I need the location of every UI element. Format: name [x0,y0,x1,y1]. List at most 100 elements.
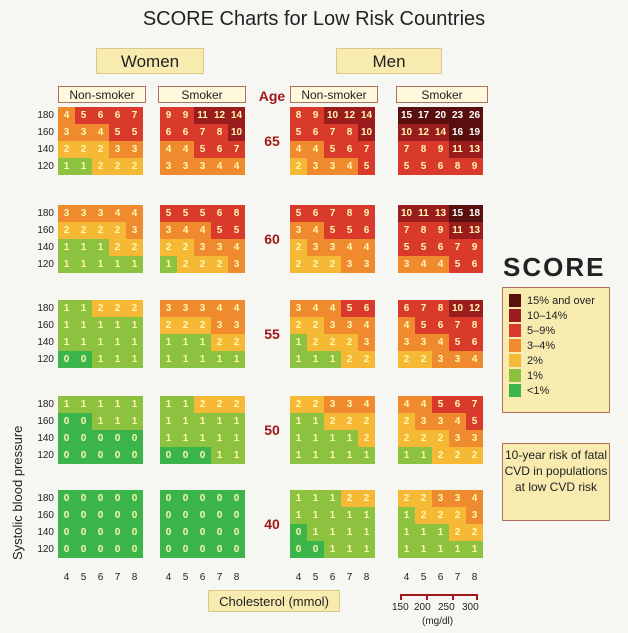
risk-cell: 4 [92,124,109,141]
risk-cell: 2 [466,447,483,464]
col-header-men-nonsmoker: Non-smoker [290,86,378,103]
risk-cell: 4 [228,158,245,175]
risk-cell: 2 [449,507,466,524]
risk-cell: 9 [307,107,324,124]
risk-cell: 6 [358,300,375,317]
mgdl-axis: 150 200 250 300 (mg/dl) [392,590,488,630]
risk-cell: 3 [324,158,341,175]
risk-cell: 3 [75,205,92,222]
risk-cell: 3 [449,490,466,507]
risk-cell: 0 [75,524,92,541]
risk-cell: 0 [75,430,92,447]
risk-cell: 3 [290,300,307,317]
risk-grid: 15 17 20 23 26 10 12 14 16 19 7 8 9 11 13 5 5 6 8 9 [398,107,483,175]
risk-cell: 0 [75,351,92,368]
risk-cell: 1 [290,507,307,524]
risk-cell: 1 [307,490,324,507]
risk-cell: 1 [415,524,432,541]
sbp-tick-label: 140 [37,337,54,348]
risk-cell: 2 [341,334,358,351]
risk-cell: 4 [358,396,375,413]
risk-cell: 8 [466,317,483,334]
risk-cell: 6 [177,124,194,141]
risk-cell: 1 [324,490,341,507]
risk-cell: 1 [228,351,245,368]
risk-cell: 2 [324,413,341,430]
risk-cell: 0 [194,524,211,541]
risk-grid: 6 7 8 10 12 4 5 6 7 8 3 3 4 5 6 2 2 3 3 4 [398,300,483,368]
risk-cell: 5 [398,239,415,256]
risk-cell: 15 [398,107,415,124]
risk-cell: 3 [211,317,228,334]
sbp-tick-label: 140 [37,527,54,538]
legend-rows: 15% and over 10–14% 5–9% 3–4% 2% 1% <1% [509,293,609,398]
cholesterol-tick-label: 6 [97,572,104,583]
risk-cell: 0 [58,447,75,464]
risk-cell: 0 [75,507,92,524]
risk-cell: 1 [177,351,194,368]
age-label: 55 [264,326,280,342]
risk-cell: 1 [92,317,109,334]
risk-cell: 0 [109,524,126,541]
risk-cell: 1 [177,334,194,351]
risk-cell: 0 [126,507,143,524]
risk-cell: 2 [341,413,358,430]
risk-cell: 1 [307,351,324,368]
risk-cell: 0 [109,430,126,447]
risk-cell: 2 [290,317,307,334]
risk-cell: 1 [109,256,126,273]
legend-swatch [509,384,521,397]
risk-cell: 0 [58,490,75,507]
risk-cell: 0 [211,541,228,558]
sbp-tick-label: 120 [37,354,54,365]
sbp-tick-label: 120 [37,259,54,270]
risk-cell: 3 [194,300,211,317]
risk-cell: 0 [177,541,194,558]
risk-cell: 1 [109,413,126,430]
risk-cell: 2 [358,490,375,507]
risk-cell: 0 [58,524,75,541]
risk-cell: 6 [358,222,375,239]
sbp-tick-label: 160 [37,127,54,138]
risk-cell: 0 [58,507,75,524]
risk-cell: 1 [228,447,245,464]
cholesterol-tick-label: 7 [346,572,353,583]
risk-grid: 8 9 10 12 14 5 6 7 8 10 4 4 5 6 7 2 3 3 4 5 [290,107,375,175]
risk-cell: 0 [58,430,75,447]
risk-cell: 1 [177,413,194,430]
risk-cell: 1 [432,541,449,558]
risk-cell: 1 [341,447,358,464]
risk-cell: 1 [160,413,177,430]
mgdl-tick [426,594,428,600]
risk-cell: 2 [358,351,375,368]
risk-cell: 2 [228,334,245,351]
risk-cell: 10 [398,205,415,222]
risk-cell: 5 [341,300,358,317]
mgdl-axis-line [400,594,478,596]
risk-cell: 0 [160,541,177,558]
risk-cell: 8 [432,300,449,317]
risk-cell: 2 [398,430,415,447]
cholesterol-tick-label: 4 [403,572,410,583]
sbp-tick-label: 120 [37,450,54,461]
risk-cell: 5 [415,239,432,256]
risk-cell: 10 [358,124,375,141]
risk-cell: 19 [466,124,483,141]
risk-cell: 6 [466,334,483,351]
risk-cell: 0 [75,490,92,507]
cholesterol-tick-label: 8 [363,572,370,583]
risk-cell: 7 [449,239,466,256]
risk-cell: 1 [415,447,432,464]
risk-cell: 4 [211,158,228,175]
sbp-tick-label: 120 [37,161,54,172]
risk-cell: 0 [160,507,177,524]
sbp-tick-label: 120 [37,544,54,555]
risk-cell: 1 [109,396,126,413]
risk-cell: 1 [449,541,466,558]
risk-cell: 6 [109,107,126,124]
risk-cell: 1 [290,351,307,368]
risk-cell: 2 [177,317,194,334]
risk-cell: 1 [307,524,324,541]
risk-cell: 8 [341,205,358,222]
